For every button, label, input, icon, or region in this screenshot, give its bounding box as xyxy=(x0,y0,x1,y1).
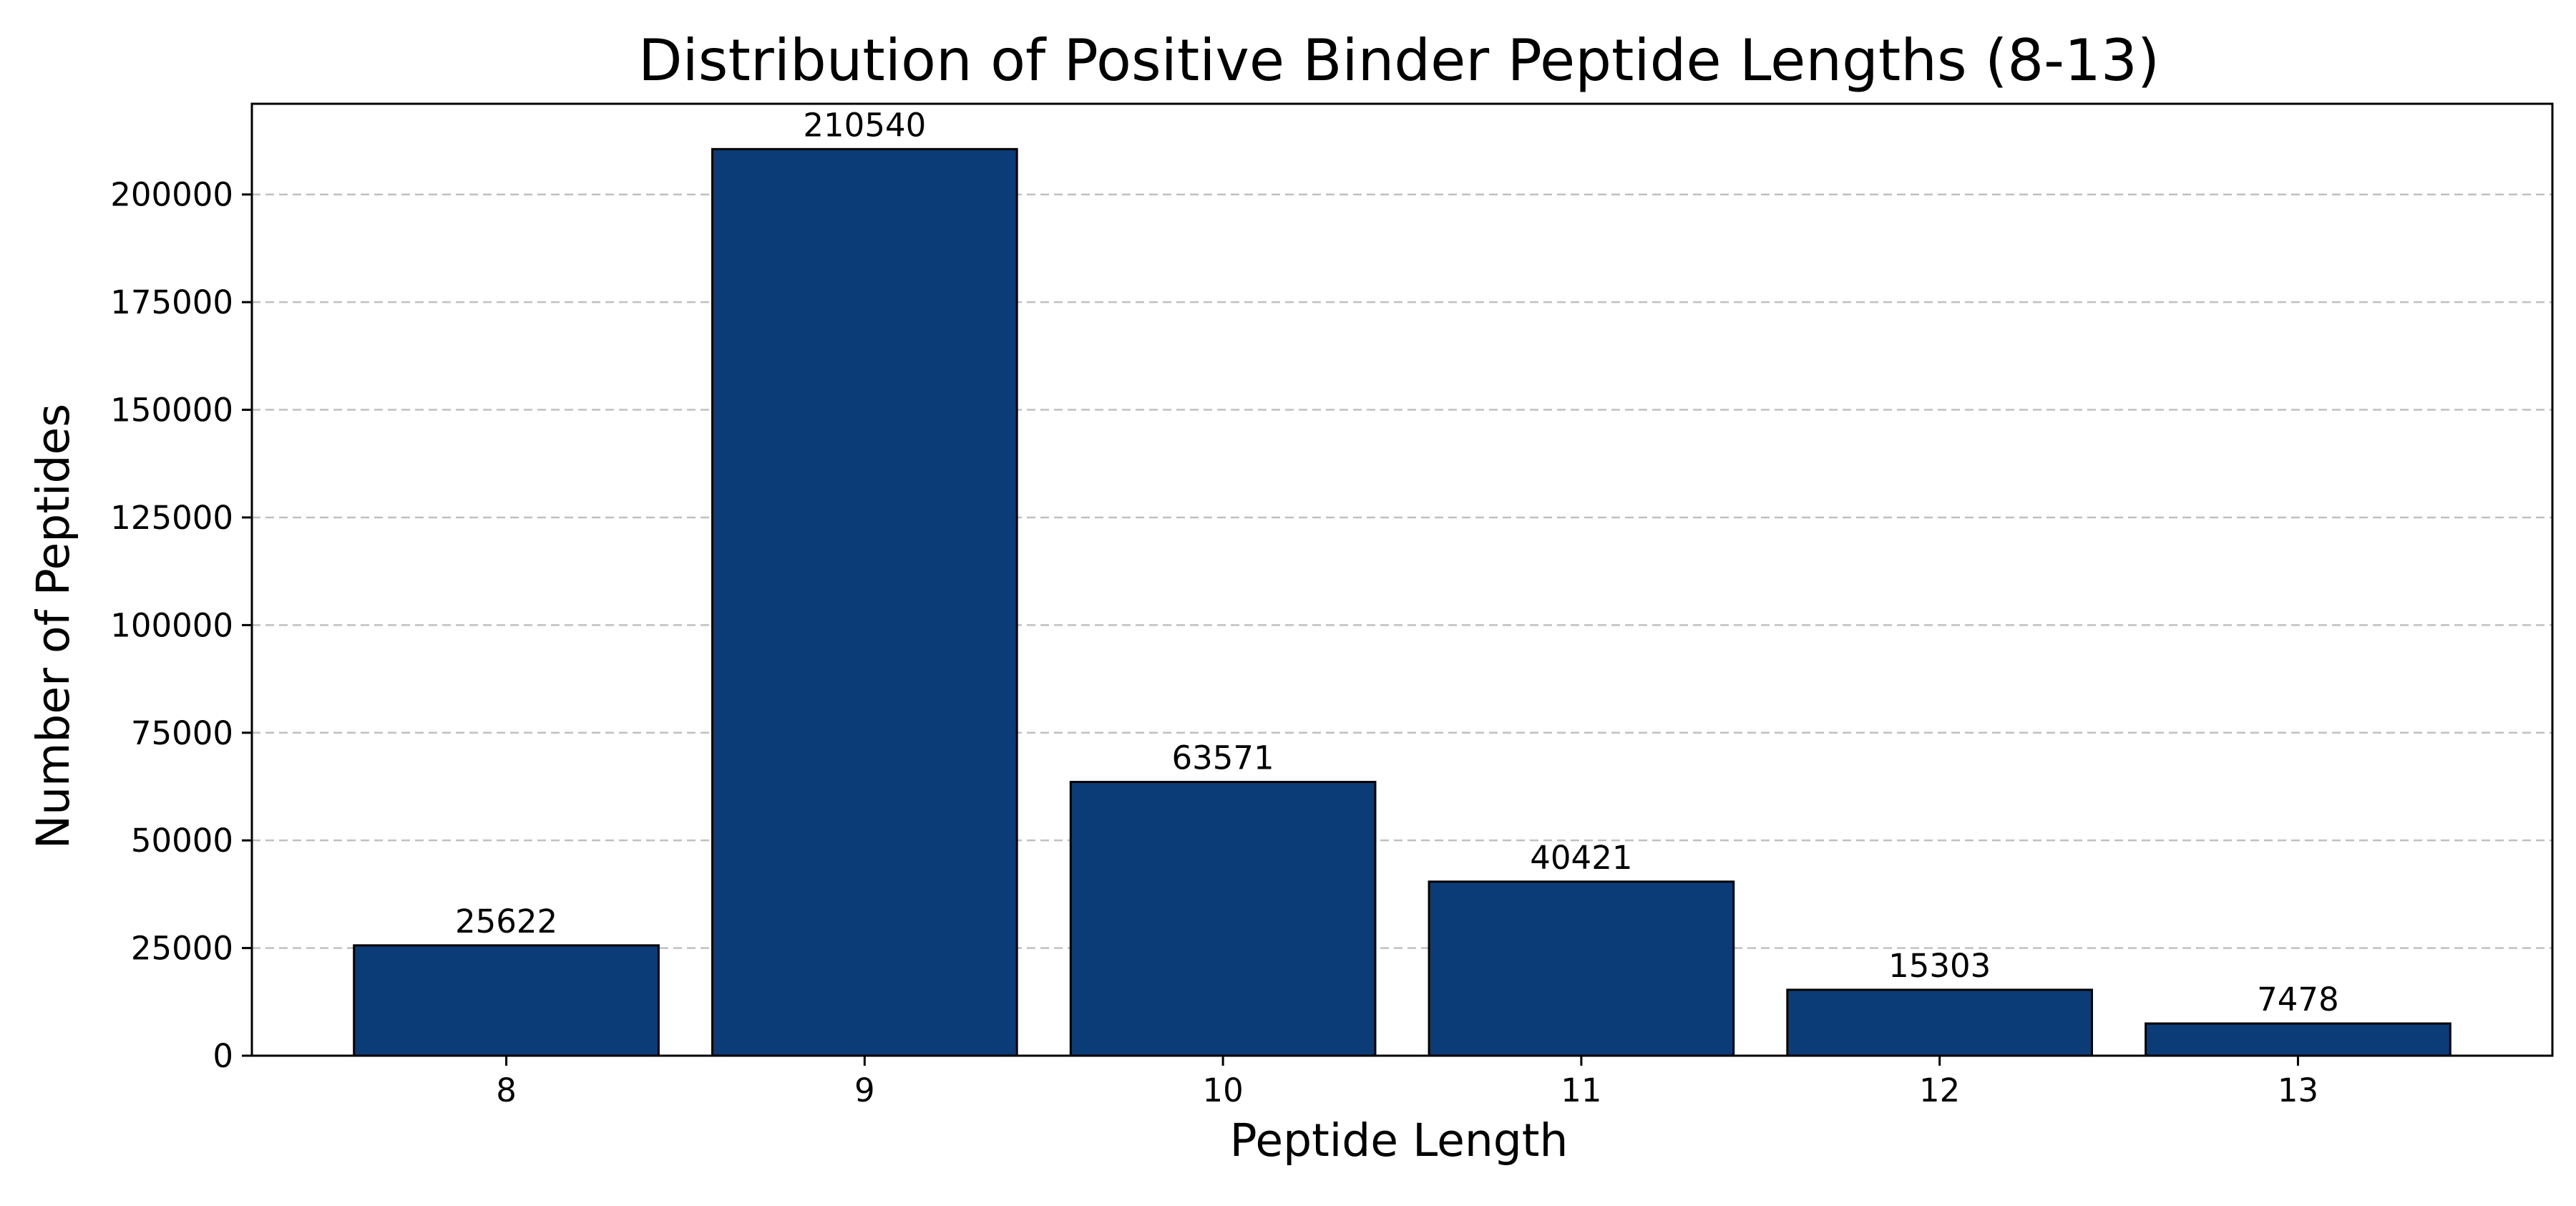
y-tick-label: 50000 xyxy=(131,822,233,860)
x-tick-label: 8 xyxy=(496,1071,517,1109)
y-tick-label: 125000 xyxy=(110,499,233,537)
data-label: 7478 xyxy=(2257,981,2339,1018)
bar-11 xyxy=(1428,880,1735,1057)
gridlines xyxy=(252,193,2552,949)
y-tick-label: 200000 xyxy=(110,176,233,214)
plot-area-frame xyxy=(250,102,2554,1057)
x-tick-label: 12 xyxy=(1919,1071,1960,1109)
x-tick-label: 11 xyxy=(1561,1071,1601,1109)
data-label: 210540 xyxy=(803,106,926,144)
bar-10 xyxy=(1069,781,1377,1057)
x-tick-label: 9 xyxy=(854,1071,875,1109)
y-tick-label: 100000 xyxy=(110,606,233,644)
y-tick-label: 150000 xyxy=(110,392,233,429)
bar-13 xyxy=(2145,1022,2451,1057)
x-tick-label: 13 xyxy=(2278,1071,2318,1109)
y-axis-label: Number of Peptides xyxy=(27,404,79,849)
bar-9 xyxy=(711,147,1018,1057)
y-tick-label: 75000 xyxy=(131,714,233,752)
data-label: 40421 xyxy=(1530,839,1632,877)
bar-12 xyxy=(1786,988,2093,1057)
bars xyxy=(353,147,2451,1057)
data-label: 15303 xyxy=(1888,947,1991,985)
data-label: 25622 xyxy=(455,903,557,940)
y-tick-label: 175000 xyxy=(110,283,233,321)
data-label: 63571 xyxy=(1172,739,1274,777)
x-axis-label: Peptide Length xyxy=(1230,1114,1568,1167)
bar-8 xyxy=(353,944,660,1057)
axis-ticks: 0 25000 50000 75000 100000 125000 150000 175000… xyxy=(110,176,2318,1109)
chart-title: Distribution of Positive Binder Peptide … xyxy=(638,27,2160,94)
y-tick-label: 25000 xyxy=(131,930,233,968)
y-tick-label: 0 xyxy=(213,1037,233,1075)
x-tick-label: 10 xyxy=(1202,1071,1243,1109)
data-labels: 25622 210540 63571 40421 15303 7478 xyxy=(455,106,2339,1018)
